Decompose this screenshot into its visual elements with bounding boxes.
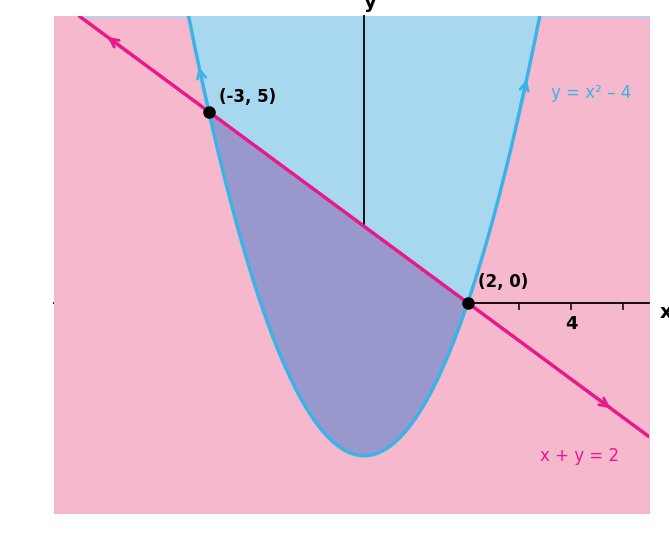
Text: x: x	[659, 303, 669, 322]
Text: (-3, 5): (-3, 5)	[219, 88, 276, 106]
Text: y: y	[364, 0, 377, 12]
Text: x + y = 2: x + y = 2	[540, 447, 619, 465]
Text: y = x² – 4: y = x² – 4	[551, 84, 631, 102]
Text: (2, 0): (2, 0)	[478, 273, 529, 292]
